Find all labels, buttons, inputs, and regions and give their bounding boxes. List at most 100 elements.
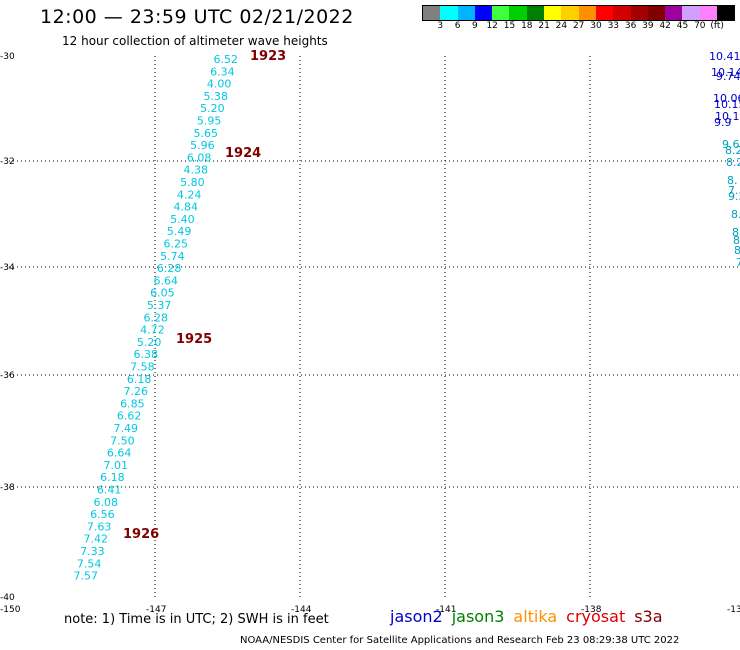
color-scale-label: 3 — [437, 21, 444, 31]
longitude-tick-label: -138 — [581, 605, 602, 615]
color-scale-label: 33 — [607, 21, 620, 31]
color-scale-label: 18 — [521, 21, 533, 31]
color-scale-label: 42 — [659, 21, 671, 31]
wave-height-value: 6.64 — [154, 274, 179, 287]
color-swatch — [717, 6, 735, 20]
wave-height-value: 4.84 — [174, 201, 199, 214]
color-scale-label: 15 — [503, 21, 516, 31]
color-swatch — [578, 6, 596, 20]
wave-height-value: 10.14 — [711, 66, 740, 79]
color-swatch — [613, 6, 631, 20]
wave-height-value: 5.37 — [147, 299, 172, 312]
wave-height-value: 6.28 — [144, 311, 169, 324]
wave-height-value: 8 — [733, 234, 740, 247]
wave-height-value: 10.15 — [714, 98, 740, 111]
latitude-tick-label: -32 — [0, 157, 15, 167]
color-scale-labels: 3 6 9 12 15 18 21 24 27 30 33 36 39 42 45 70 (ft) — [422, 21, 740, 33]
wave-height-value: 8 — [734, 244, 740, 257]
wave-height-value: 5.20 — [200, 102, 225, 115]
color-scale-label: 12 — [486, 21, 498, 31]
wave-height-value: 7.26 — [124, 385, 149, 398]
color-scale-label: 27 — [572, 21, 585, 31]
rev-label: 1926 — [123, 527, 159, 542]
wave-height-value: 9.2 — [728, 190, 740, 203]
color-swatch — [682, 6, 700, 20]
color-swatch — [665, 6, 683, 20]
color-scale-label: 45 — [676, 21, 689, 31]
map-title: 12:00 — 23:59 UTC 02/21/2022 — [40, 6, 354, 28]
color-scale-label: 21 — [538, 21, 550, 31]
grid-lines — [9, 56, 740, 597]
wave-height-value: 6.56 — [90, 508, 115, 521]
color-swatch — [423, 6, 441, 20]
wave-height-value: 10.06 — [713, 92, 740, 105]
wave-height-value: 6.85 — [120, 397, 145, 410]
satellite-legend-entry: s3a — [634, 607, 663, 626]
wave-height-value: 10.1 — [715, 110, 740, 123]
wave-height-value: 5.20 — [137, 336, 162, 349]
wave-height-value: 7.54 — [77, 557, 102, 570]
satellite-legend-entry: cryosat — [566, 607, 626, 626]
wave-height-value: 6.08 — [94, 496, 119, 509]
color-swatch — [561, 6, 579, 20]
wave-height-value: 9.6 — [722, 138, 740, 151]
rev-label: 1923 — [250, 49, 286, 64]
wave-height-value: 6.08 — [187, 151, 212, 164]
wave-height-value: 6.38 — [134, 348, 159, 361]
wave-height-value: 7.50 — [110, 434, 135, 447]
wave-height-value: 8. — [727, 174, 738, 187]
color-scale-label: 24 — [555, 21, 568, 31]
wave-height-value: 7.58 — [130, 361, 155, 374]
wave-height-value: 6.18 — [100, 471, 125, 484]
wave-height-value: 7.33 — [80, 545, 105, 558]
longitude-tick-label: -147 — [146, 605, 166, 615]
wave-height-value: 4.00 — [207, 78, 232, 91]
color-scale-label: 6 — [454, 21, 461, 31]
wave-height-value: 6.34 — [210, 65, 235, 78]
right-edge-track: 10.4110.149.7410.0610.1510.19.99.68.28.2… — [709, 50, 740, 269]
altimeter-track: 6.526.344.005.385.205.955.655.966.084.38… — [74, 53, 239, 583]
latitude-tick-label: -40 — [0, 593, 15, 603]
rev-labels: 1923 1924 1925 1926 — [123, 49, 286, 542]
map-subtitle: 12 hour collection of altimeter wave hei… — [62, 34, 328, 48]
longitude-tick-label: -13 — [727, 605, 740, 615]
wave-height-value: 5.74 — [160, 250, 185, 263]
footer-note: note: 1) Time is in UTC; 2) SWH is in fe… — [64, 612, 329, 627]
latitude-tick-label: -38 — [0, 483, 15, 493]
wave-height-value: 4.72 — [140, 324, 165, 337]
wave-height-value: 8.2 — [726, 156, 740, 169]
wave-height-value: 8. — [731, 208, 740, 221]
color-swatch — [474, 6, 493, 20]
satellite-legend-entry: jason2 — [390, 607, 443, 626]
wave-height-value: 7.63 — [87, 520, 112, 533]
color-swatch — [526, 6, 545, 20]
color-swatch — [492, 6, 510, 20]
wave-height-value: 5.95 — [197, 115, 222, 128]
rev-label: 1925 — [176, 332, 212, 347]
wave-height-value: 7 — [736, 256, 740, 269]
wave-height-value: 6.05 — [150, 287, 175, 300]
color-swatch — [509, 6, 527, 20]
footer-credit: NOAA/NESDIS Center for Satellite Applica… — [240, 635, 680, 646]
color-swatch — [457, 6, 475, 20]
color-swatch — [630, 6, 648, 20]
color-scale-label: 30 — [590, 21, 602, 31]
wave-height-value: 6.18 — [127, 373, 152, 386]
wave-height-value: 6.52 — [214, 53, 239, 66]
wave-height-value: 4.38 — [184, 164, 209, 177]
wave-height-value: 8. — [732, 226, 740, 239]
longitude-tick-label: -144 — [291, 605, 312, 615]
color-swatch — [595, 6, 614, 20]
longitude-tick-label: -141 — [436, 605, 456, 615]
wave-height-value: 7.42 — [84, 533, 109, 546]
color-scale-bar — [422, 5, 736, 21]
wave-height-value: 6.62 — [117, 410, 142, 423]
color-swatch — [544, 6, 562, 20]
wave-height-value: 6.28 — [157, 262, 182, 275]
longitude-tick-label: -150 — [0, 605, 21, 615]
latitude-tick-label: -36 — [0, 371, 15, 381]
wave-height-value: 7. — [728, 184, 739, 197]
color-scale-label: (ft) — [710, 21, 724, 31]
color-scale-label: 36 — [624, 21, 637, 31]
color-scale-label: 39 — [642, 21, 654, 31]
